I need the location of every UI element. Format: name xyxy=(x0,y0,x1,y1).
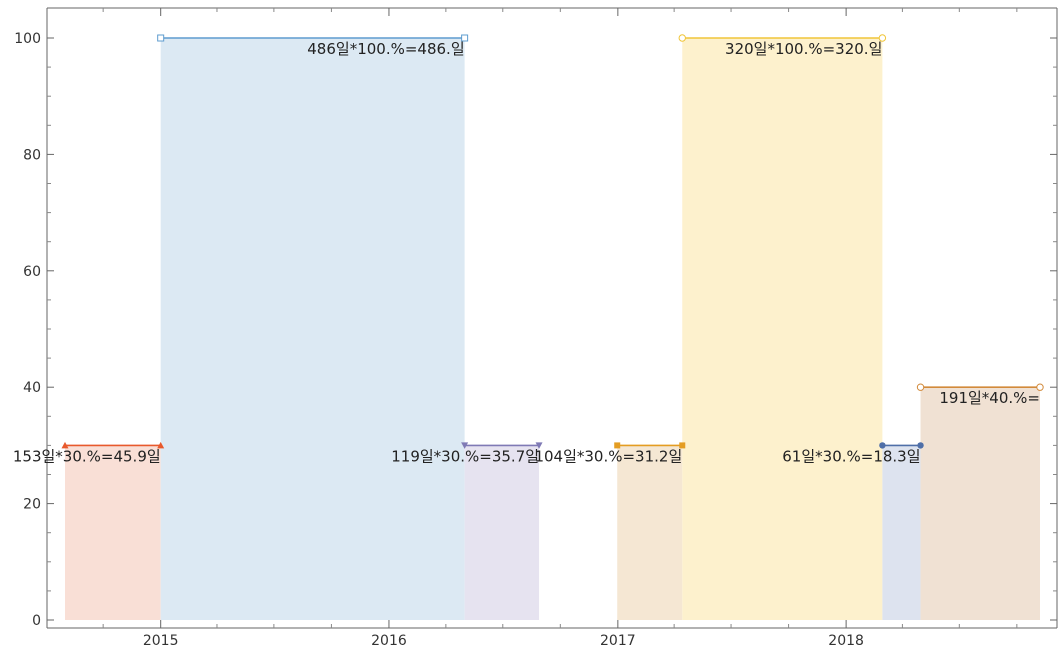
x-tick-label: 2015 xyxy=(143,633,179,649)
series-marker xyxy=(679,442,686,449)
series-marker xyxy=(157,34,165,42)
y-tick-label: 60 xyxy=(23,264,41,280)
area-block-6 xyxy=(920,387,1040,620)
series-marker xyxy=(879,442,886,449)
area-block-2 xyxy=(464,445,540,620)
data-label-4: 320일*100.%=320.일 xyxy=(725,40,882,58)
series-marker xyxy=(614,442,621,449)
x-tick-label: 2018 xyxy=(828,633,864,649)
series-marker xyxy=(535,442,543,449)
y-tick-label: 20 xyxy=(23,497,41,513)
series-marker xyxy=(1036,383,1044,391)
data-label-5: 61일*30.%=18.3일 xyxy=(782,447,920,465)
area-layer xyxy=(65,38,1040,620)
y-tick-label: 0 xyxy=(32,613,41,629)
series-marker xyxy=(917,442,924,449)
x-tick-label: 2017 xyxy=(600,633,636,649)
area-block-3 xyxy=(617,445,683,620)
series-marker xyxy=(461,442,469,449)
y-tick-label: 80 xyxy=(23,147,41,163)
y-tick-label: 40 xyxy=(23,380,41,396)
y-tick-label: 100 xyxy=(14,31,41,47)
x-tick-label: 2016 xyxy=(371,633,407,649)
line-layer xyxy=(61,34,1044,449)
series-marker xyxy=(878,34,887,42)
area-block-4 xyxy=(682,38,883,620)
series-marker xyxy=(157,441,165,449)
data-label-2: 119일*30.%=35.7일 xyxy=(391,447,539,465)
data-label-0: 153일*30.%=45.9일 xyxy=(13,447,161,465)
series-marker xyxy=(916,383,925,391)
data-label-6: 191일*40.%= xyxy=(939,389,1040,407)
series-marker xyxy=(461,34,469,42)
data-label-3: 104일*30.%=31.2일 xyxy=(534,447,682,465)
series-marker xyxy=(678,34,686,42)
label-layer: 153일*30.%=45.9일 486일*100.%=486.일 119일*30.%… xyxy=(13,40,1040,465)
area-block-5 xyxy=(882,445,921,620)
area-block-0 xyxy=(65,445,161,620)
axes-layer: 0 20 40 60 80 100 2015 2016 2017 2018 xyxy=(14,7,1058,649)
series-marker xyxy=(61,441,69,449)
area-block-1 xyxy=(160,38,465,620)
data-label-1: 486일*100.%=486.일 xyxy=(307,40,464,58)
